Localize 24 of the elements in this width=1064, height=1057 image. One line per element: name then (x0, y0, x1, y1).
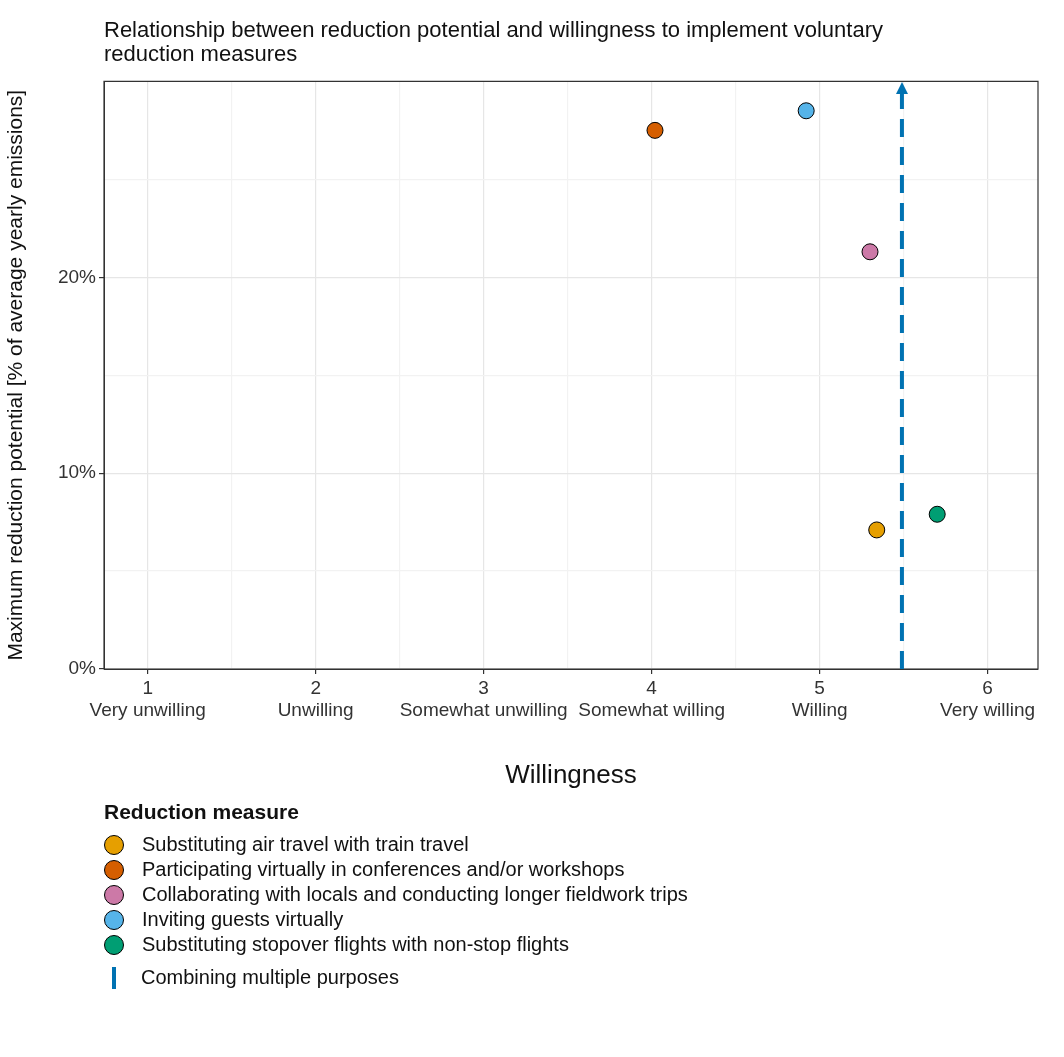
legend-label: Substituting stopover flights with non-stop flights (142, 933, 569, 956)
y-tick-label: 0% (68, 657, 97, 679)
chart-title: Relationship between reduction potential and willingness to implement voluntary reduction measures (104, 17, 884, 66)
legend-title: Reduction measure (104, 800, 300, 824)
x-tick-label: 6 Very willing (940, 676, 1036, 721)
x-tick-label: 4 Somewhat willing (578, 676, 726, 721)
y-axis-title: Maximum reduction potential [% of average yearly emissions] (3, 89, 27, 661)
x-tick-label: 3 Somewhat unwilling (399, 676, 568, 721)
x-tick-label: 1 Very unwilling (89, 676, 206, 721)
legend-label: Participating virtually in conferences and/or workshops (142, 858, 625, 881)
legend-label: Combining multiple purposes (141, 966, 399, 989)
x-tick-label: 5 Willing (791, 676, 848, 721)
x-axis-title: Willingness (505, 758, 637, 789)
point (928, 505, 946, 523)
legend-label: Inviting guests virtually (142, 908, 344, 931)
legend-label: Substituting air travel with train travel (142, 833, 469, 856)
y-tick-label: 10% (57, 461, 97, 483)
point (861, 243, 879, 261)
y-tick-label: 20% (57, 265, 97, 287)
point (646, 121, 664, 139)
point (868, 521, 886, 539)
legend-label: Collaborating with locals and conducting longer fieldwork trips (142, 883, 688, 906)
x-tick-label: 2 Unwilling (277, 676, 354, 721)
point (797, 102, 815, 120)
